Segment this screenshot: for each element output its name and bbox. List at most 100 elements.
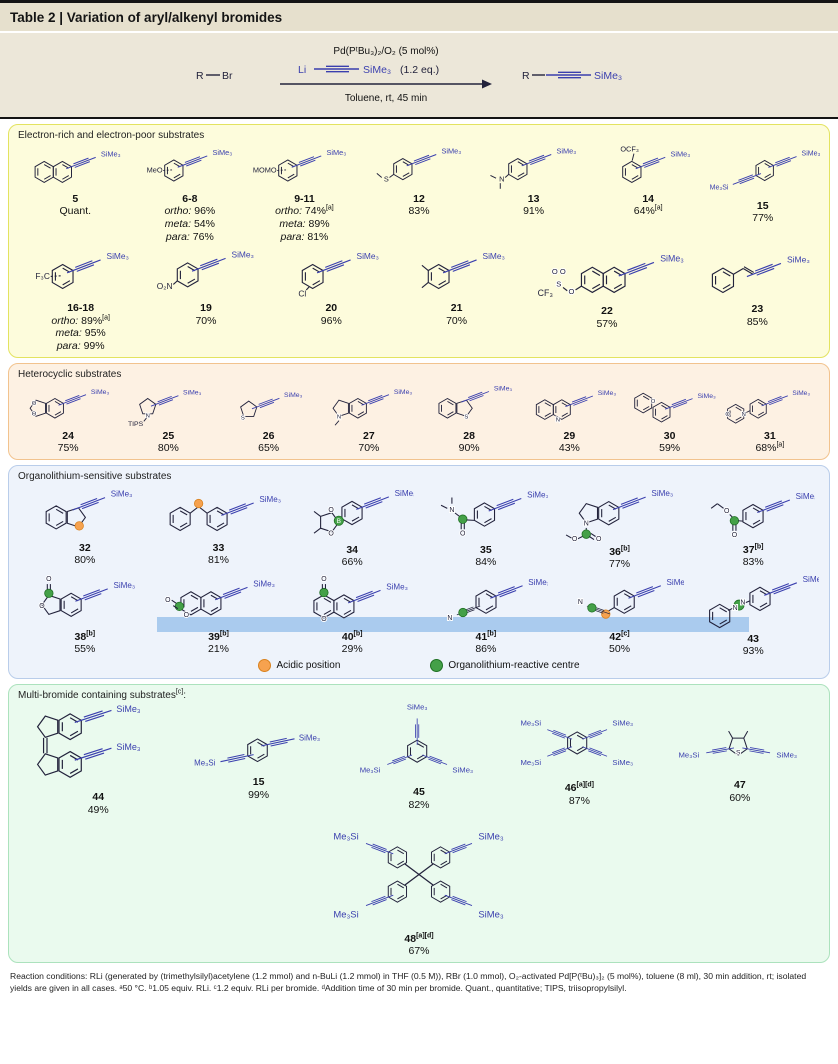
compound-number: 15 bbox=[252, 776, 265, 789]
structure-dimethylaniline: SiMe₃ N bbox=[489, 147, 576, 189]
compound-cell-42: N SiMe₃ 42[c] 50% bbox=[553, 571, 687, 656]
compound-yield: 59% bbox=[659, 441, 681, 454]
structure-azobenzene: N N SiMe₃ bbox=[709, 574, 819, 628]
si-label: SiMe₃ bbox=[117, 742, 142, 752]
structure-dimethylamide: N O SiMe₃ bbox=[440, 490, 548, 538]
compound-cell-39: O O SiMe₃ 39[b] 21% bbox=[152, 571, 286, 656]
compound-number: 29 bbox=[563, 429, 576, 442]
atom-label: O bbox=[329, 507, 335, 514]
section-electron-rich-poor: Electron-rich and electron-poor substrat… bbox=[8, 124, 830, 358]
compound-yield: para: 76% bbox=[165, 230, 214, 243]
reactant-br-label: Br bbox=[222, 70, 233, 82]
compound-yield: 80% bbox=[157, 441, 179, 454]
structure-morpholino-arene: N O SiMe₃ bbox=[725, 390, 810, 424]
atom-label: O O bbox=[552, 267, 566, 276]
compound-cell-44: SiMe₃ SiMe₃ 44 49% bbox=[18, 701, 178, 816]
si-label: SiMe₃ bbox=[801, 151, 820, 158]
si-label: SiMe₃ bbox=[598, 390, 617, 397]
reaction-conditions-footnote: Reaction conditions: RLi (generated by (… bbox=[10, 971, 807, 994]
si-label: SiMe₃ bbox=[394, 389, 413, 396]
legend-label: Acidic position bbox=[276, 660, 341, 672]
si-label: SiMe₃ bbox=[792, 390, 810, 397]
structure-ocf3-arene: SiMe₃ OCF₃ bbox=[620, 145, 690, 183]
compound-yield: meta: 54% bbox=[164, 217, 215, 230]
compound-cell-19: SiMe₃ O₂N 19 70% bbox=[143, 243, 268, 327]
si-label: Me₃Si bbox=[521, 719, 542, 728]
reaction-arrow bbox=[280, 79, 492, 89]
structure-anisole: SiMe₃ MeO bbox=[147, 148, 232, 182]
structure-boc-indoline: N O O SiMe₃ bbox=[565, 489, 673, 544]
si-label: SiMe₃ bbox=[357, 251, 379, 261]
compound-number: 30 bbox=[663, 429, 676, 442]
si-label: Me₃Si bbox=[333, 832, 358, 843]
si-label: SiMe₃ bbox=[212, 148, 232, 157]
compound-yield: ortho: 96% bbox=[164, 205, 216, 218]
compound-number: 25 bbox=[162, 429, 175, 442]
si-label: SiMe₃ bbox=[386, 582, 408, 591]
compound-yield: meta: 95% bbox=[55, 327, 106, 340]
compound-yield: 66% bbox=[341, 555, 363, 568]
compound-number: 46[a][d] bbox=[564, 781, 595, 795]
substituent-label: O₂N bbox=[157, 282, 173, 292]
legend: Acidic position Organolithium-reactive c… bbox=[18, 659, 820, 673]
si-label: SiMe₃ bbox=[113, 581, 135, 590]
structure-fluorene: SiMe₃ bbox=[169, 495, 281, 531]
reaction-arrow-block: Pd(PᵗBu₃)₂/O₂ (5 mol%) Li SiMe₃ (1.2 eq.… bbox=[266, 46, 506, 104]
compound-number: 19 bbox=[200, 302, 212, 315]
compound-cell-5: SiMe₃ 5 Quant. bbox=[18, 141, 133, 218]
compound-yield: 75% bbox=[57, 441, 79, 454]
compound-yield: 84% bbox=[475, 555, 497, 568]
reagent-si-label: SiMe₃ bbox=[363, 64, 391, 76]
compound-yield: 83% bbox=[408, 205, 430, 218]
reagent-eq-label: (1.2 eq.) bbox=[400, 64, 439, 76]
compound-cell-41: N SiMe₃ 41[b] 86% bbox=[419, 571, 553, 656]
compound-row: SiMe₃ 32 80% SiMe₃ 33 81% B O bbox=[18, 482, 820, 571]
compound-number: 14 bbox=[642, 193, 655, 205]
compound-yield: 29% bbox=[341, 642, 363, 655]
compound-yield: 49% bbox=[87, 803, 109, 816]
compound-yield: 43% bbox=[558, 441, 580, 454]
compound-cell-6-8: SiMe₃ MeO 6-8 ortho: 96% meta: 54% para:… bbox=[133, 141, 248, 243]
atom-label: N bbox=[583, 520, 588, 527]
compound-number: 23 bbox=[751, 303, 764, 316]
compound-cell-45: SiMe₃ Me₃Si SiMe₃ 45 82% bbox=[339, 701, 499, 811]
substituent-label: MOMO bbox=[253, 166, 277, 175]
structure-benzonitrile: N SiMe₃ bbox=[446, 577, 548, 622]
compound-number: 22 bbox=[601, 305, 613, 318]
si-label: SiMe₃ bbox=[494, 386, 513, 393]
compound-row: O O SiMe₃ 24 75% N TIPS SiMe₃ 25 80% bbox=[18, 380, 820, 455]
compound-cell-9-11: SiMe₃ MOMO 9-11 ortho: 74%[a] meta: 89% … bbox=[247, 141, 362, 243]
compound-row: Me₃Si SiMe₃ Me₃Si SiMe₃ 48[a][d] 67% bbox=[18, 816, 820, 958]
structure-styryl-alkyne: SiMe₃ bbox=[712, 255, 810, 294]
compound-number: 28 bbox=[463, 429, 475, 442]
compound-yield: 99% bbox=[248, 788, 270, 801]
si-label: SiMe₃ bbox=[787, 255, 810, 265]
compound-yield: 83% bbox=[742, 555, 764, 568]
si-label: SiMe₃ bbox=[613, 719, 634, 728]
compound-number: 9-11 bbox=[294, 193, 315, 205]
legend-label: Organolithium-reactive centre bbox=[448, 660, 580, 672]
atom-label: O bbox=[650, 399, 655, 405]
compound-yield: 77% bbox=[752, 212, 774, 225]
compound-number: 16-18 bbox=[67, 302, 95, 315]
structure-thioanisole: SiMe₃ S bbox=[376, 147, 461, 184]
compound-cell-33: SiMe₃ 33 81% bbox=[152, 482, 286, 567]
compound-cell-25: N TIPS SiMe₃ 25 80% bbox=[118, 380, 218, 455]
si-label: SiMe₃ bbox=[478, 910, 504, 921]
compound-cell-46: Me₃Si SiMe₃ Me₃Si SiMe₃ 46[a][d] 87% bbox=[499, 701, 659, 807]
compound-yield: 81% bbox=[208, 553, 230, 566]
table-title: Table 2 | Variation of aryl/alkenyl brom… bbox=[0, 0, 838, 31]
si-label: SiMe₃ bbox=[803, 574, 819, 583]
section-label: Heterocyclic substrates bbox=[18, 368, 122, 380]
structure-coumarin: O O SiMe₃ bbox=[164, 579, 275, 620]
structure-bis-alkynyl-benzene: SiMe₃ Me₃Si bbox=[194, 734, 320, 768]
highlight-band bbox=[157, 616, 749, 632]
structure-benzodioxole: O O SiMe₃ bbox=[29, 389, 110, 419]
structure-bis-alkynyl-benzene: SiMe₃ Me₃Si bbox=[709, 151, 820, 192]
atom-label: O bbox=[725, 412, 730, 418]
section-label: Electron-rich and electron-poor substrat… bbox=[18, 130, 205, 141]
atom-label: O bbox=[165, 596, 171, 603]
structure-tris-alkynyl-benzene: SiMe₃ Me₃Si SiMe₃ bbox=[360, 703, 473, 775]
atom-label: N bbox=[556, 417, 560, 423]
structure-tetraphenylmethane: Me₃Si SiMe₃ Me₃Si SiMe₃ bbox=[333, 832, 504, 921]
